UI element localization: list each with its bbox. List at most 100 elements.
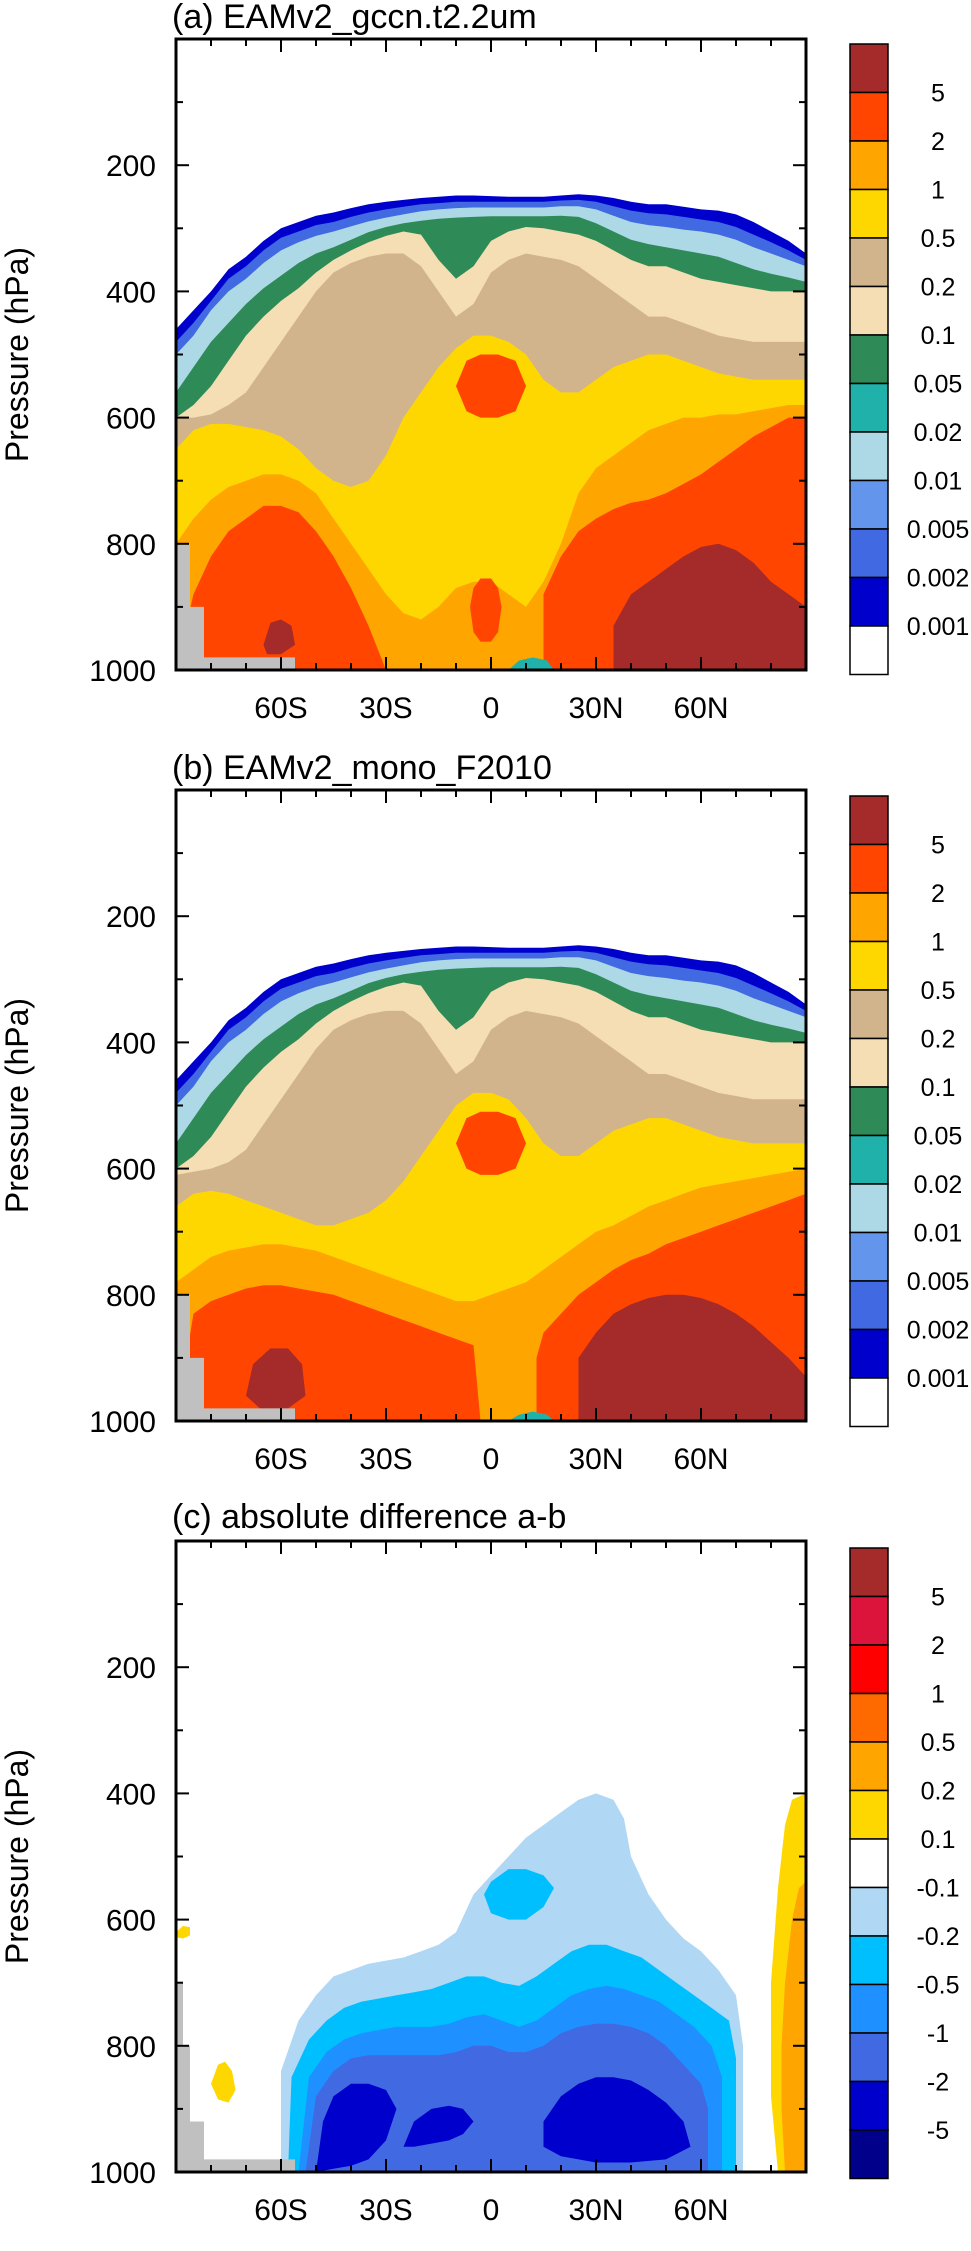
colorbar-swatch [849, 334, 889, 385]
colorbar-label: 0.002 [907, 1317, 970, 1345]
colorbar-label: 0.05 [914, 371, 963, 399]
colorbar-swatch [849, 382, 889, 433]
contour-region-2 [456, 1111, 526, 1175]
colorbar-swatch [849, 528, 889, 579]
panel-1: (a) EAMv2_gccn.t2.2um Pressure (hPa) 200 40… [0, 0, 969, 725]
colorbar-swatch [849, 479, 889, 530]
contour-region--2 [316, 2083, 397, 2172]
colorbar-swatch [849, 188, 889, 239]
contour-region-2 [456, 354, 526, 418]
colorbar-swatch [849, 237, 889, 288]
colorbar-label: 1 [931, 929, 945, 957]
colorbar-swatch [849, 285, 889, 336]
x-tick-label: 30N [568, 2194, 623, 2227]
colorbar-label: -5 [927, 2117, 949, 2145]
x-tick-label: 30N [568, 692, 623, 725]
colorbar-swatch [849, 1595, 889, 1646]
colorbar-label: 0.02 [914, 1171, 963, 1199]
colorbar-label: 1 [931, 177, 945, 205]
y-axis-label: Pressure (hPa) [0, 247, 35, 462]
colorbar-label: 2 [931, 880, 945, 908]
y-tick-label: 1000 [89, 655, 156, 688]
contour-region-0.05 [508, 1411, 554, 1421]
colorbar-swatch [849, 1644, 889, 1695]
colorbar-label: 0.005 [907, 516, 970, 544]
colorbar-label: 0.5 [921, 977, 956, 1005]
y-tick-label: 200 [106, 150, 156, 183]
colorbar-swatch [849, 940, 889, 991]
colorbar-label: 1 [931, 1681, 945, 1709]
colorbar-swatch [849, 1086, 889, 1137]
x-tick-label: 60S [254, 692, 307, 725]
x-tick-label: 60S [254, 1443, 307, 1476]
panel-2: (b) EAMv2_mono_F2010 Pressure (hPa) 200 400… [0, 749, 969, 1476]
colorbar-label: 5 [931, 1584, 945, 1612]
colorbar-swatch [849, 1134, 889, 1185]
colorbar-label: 0.1 [921, 322, 956, 350]
y-tick-label: 800 [106, 1280, 156, 1313]
colorbar-label: -0.1 [916, 1875, 959, 1903]
colorbar-swatch [849, 795, 889, 846]
missing-data-mask [176, 1982, 295, 2172]
contour-region-2 [176, 505, 386, 670]
contour-region-5 [613, 543, 806, 670]
colorbar-swatch [849, 1838, 889, 1889]
colorbar-swatch [849, 1231, 889, 1282]
contour-region-5 [263, 619, 295, 655]
colorbar-label: -0.5 [916, 1972, 959, 2000]
colorbar-label: 5 [931, 80, 945, 108]
panel-title: (a) EAMv2_gccn.t2.2um [172, 0, 537, 36]
x-tick-label: 60N [673, 1443, 728, 1476]
contour-region--2 [403, 2105, 474, 2147]
contour-region-0.05 [508, 657, 554, 670]
colorbar-label: 0.1 [921, 1826, 956, 1854]
colorbar: 5 2 1 0.5 0.2 0.1 -0.1 -0.2 -0.5 -1 -2 -5 [849, 1547, 960, 2180]
missing-data-mask [176, 1294, 295, 1421]
x-tick-label: 0 [483, 2194, 500, 2227]
x-tick-label: 30S [359, 692, 412, 725]
y-tick-label: 600 [106, 403, 156, 436]
colorbar-label: -1 [927, 2020, 949, 2048]
colorbar-label: 2 [931, 1632, 945, 1660]
y-tick-label: 400 [106, 1778, 156, 1811]
colorbar-label: -2 [927, 2069, 949, 2097]
colorbar-swatch [849, 1983, 889, 2034]
colorbar-swatch [849, 989, 889, 1040]
x-tick-label: 0 [483, 692, 500, 725]
colorbar-label: 0.5 [921, 225, 956, 253]
colorbar-swatch [849, 43, 889, 94]
contour-region--0.2 [484, 1869, 554, 1920]
contour-region-5 [246, 1348, 306, 1409]
colorbar-swatch [849, 576, 889, 627]
colorbar-swatch [849, 1377, 889, 1428]
colorbar-swatch [849, 1692, 889, 1743]
colorbar-swatch [849, 1886, 889, 1937]
y-tick-label: 1000 [89, 1406, 156, 1439]
colorbar-swatch [849, 1037, 889, 1088]
colorbar: 5 2 1 0.5 0.2 0.1 0.05 0.02 0.01 0.005 0.002 0.001 [849, 43, 970, 676]
colorbar-swatch [849, 2129, 889, 2180]
y-tick-label: 800 [106, 2031, 156, 2064]
colorbar-swatch [849, 431, 889, 482]
colorbar-swatch [849, 91, 889, 142]
x-tick-label: 60N [673, 2194, 728, 2227]
colorbar-label: 0.005 [907, 1268, 970, 1296]
panel-title: (b) EAMv2_mono_F2010 [172, 749, 552, 787]
colorbar-swatch [849, 1280, 889, 1331]
colorbar-label: 0.02 [914, 419, 963, 447]
colorbar-label: 0.5 [921, 1729, 956, 1757]
colorbar-label: 0.05 [914, 1123, 963, 1151]
x-tick-label: 30S [359, 1443, 412, 1476]
colorbar-label: 2 [931, 128, 945, 156]
contour-field [176, 1793, 806, 2172]
y-tick-label: 800 [106, 529, 156, 562]
contour-region-0.1 [176, 1925, 190, 1939]
contour-region-0.1 [211, 2061, 236, 2103]
x-tick-label: 30S [359, 2194, 412, 2227]
colorbar-swatch [849, 892, 889, 943]
colorbar-swatch [849, 1183, 889, 1234]
colorbar-label: 0.01 [914, 468, 963, 496]
contour-region--2 [543, 2077, 691, 2163]
colorbar-label: 0.01 [914, 1220, 963, 1248]
